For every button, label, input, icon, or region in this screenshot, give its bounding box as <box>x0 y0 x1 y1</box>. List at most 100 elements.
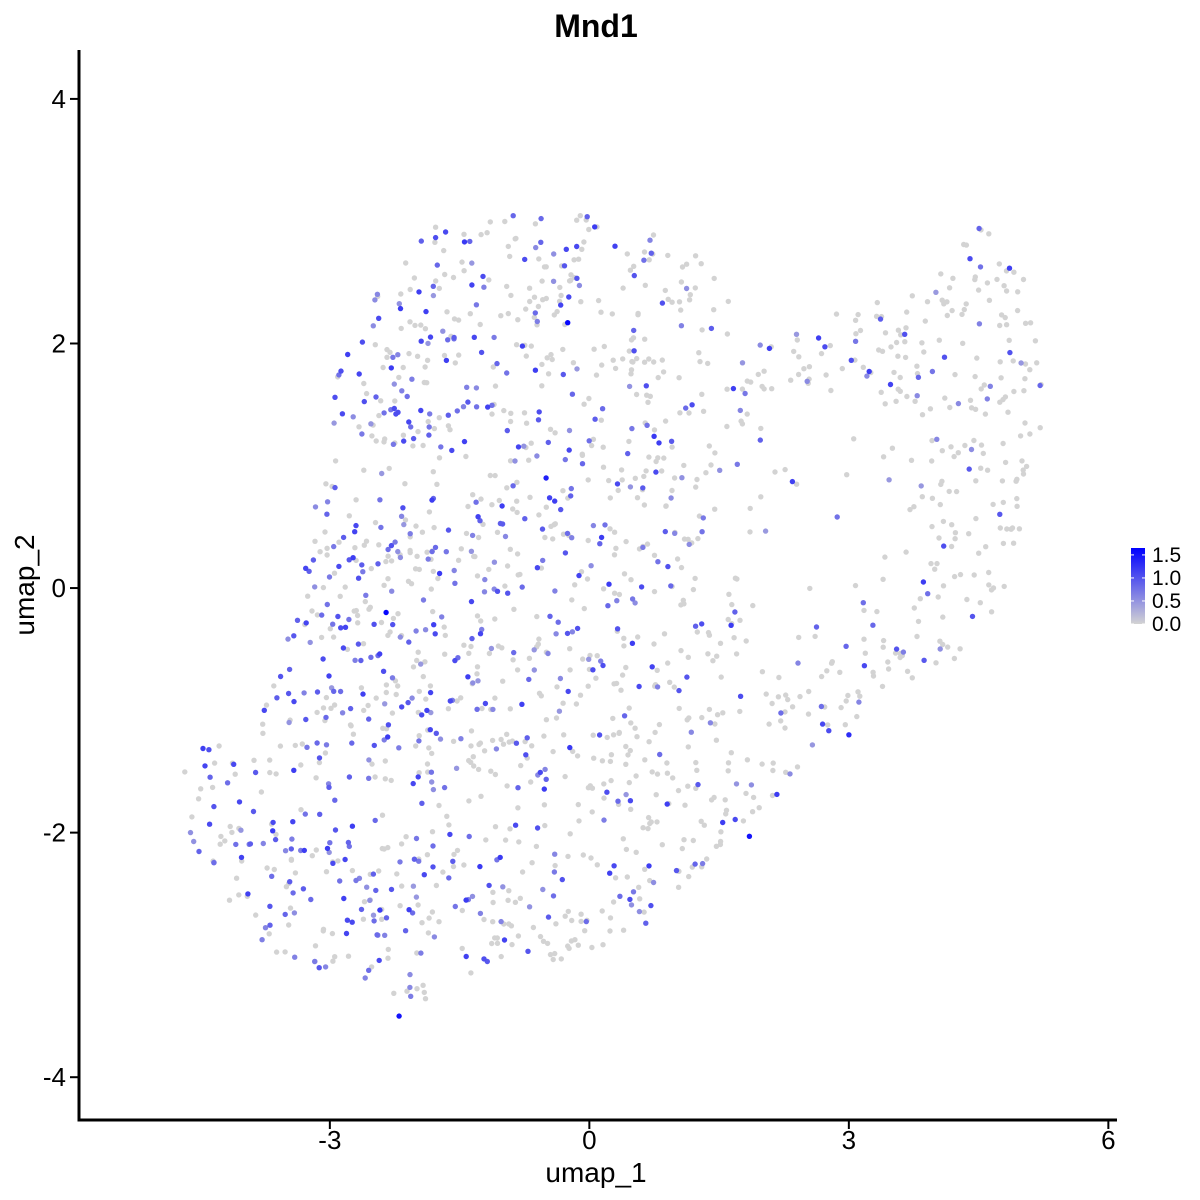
cell-point <box>465 503 471 510</box>
cell-point <box>494 935 500 941</box>
cell-point <box>479 705 485 712</box>
cell-point <box>873 313 880 319</box>
cell-point <box>342 624 349 630</box>
cell-point <box>645 814 652 821</box>
cell-point <box>385 734 391 740</box>
cell-point <box>368 565 374 572</box>
cell-point <box>489 402 495 408</box>
cell-point <box>372 519 379 526</box>
cell-point <box>580 852 586 858</box>
cell-point <box>627 484 634 490</box>
cell-point <box>643 383 649 389</box>
cell-point <box>962 442 968 449</box>
cell-point <box>570 748 576 755</box>
cell-point <box>414 353 421 359</box>
cell-point <box>463 530 470 537</box>
cell-point <box>588 442 595 449</box>
cell-point <box>597 541 603 547</box>
y-tick-label: 4 <box>52 84 66 114</box>
cell-point <box>409 910 416 916</box>
cell-point <box>342 856 348 863</box>
cell-point <box>833 311 840 317</box>
cell-point <box>245 891 251 897</box>
cell-point <box>410 435 417 442</box>
cell-point <box>578 918 584 925</box>
cell-point <box>605 603 611 609</box>
cell-point <box>310 557 317 563</box>
cell-point <box>368 654 374 660</box>
cell-point <box>332 797 338 803</box>
cell-point <box>323 742 330 748</box>
cell-point <box>409 695 415 701</box>
cell-point <box>794 337 800 343</box>
cell-point <box>444 309 450 315</box>
cell-point <box>625 450 631 457</box>
cell-point <box>579 246 585 252</box>
cell-point <box>699 860 706 867</box>
cell-point <box>350 555 356 561</box>
cell-point <box>562 550 569 556</box>
cell-point <box>474 573 481 579</box>
cell-point <box>317 549 323 555</box>
cell-point <box>694 767 700 773</box>
cell-point <box>560 371 566 378</box>
cell-point <box>980 450 986 457</box>
cell-point <box>732 575 739 581</box>
cell-point <box>769 386 775 392</box>
cell-point <box>634 355 640 362</box>
cell-point <box>291 910 298 916</box>
cell-point <box>509 738 516 744</box>
cell-point <box>793 331 800 337</box>
cell-point <box>680 597 686 603</box>
cell-point <box>651 588 658 595</box>
cell-point <box>600 586 607 592</box>
cell-point <box>937 646 943 652</box>
cell-point <box>508 410 514 416</box>
cell-point <box>909 675 915 681</box>
cell-point <box>976 321 983 327</box>
cell-point <box>600 942 606 948</box>
cell-point <box>724 331 731 337</box>
cell-point <box>386 465 392 472</box>
cell-point <box>359 339 366 345</box>
cell-point <box>532 310 538 316</box>
cell-point <box>536 690 543 696</box>
cell-point <box>706 706 713 713</box>
cell-point <box>620 285 626 291</box>
cell-point <box>331 570 338 576</box>
cell-point <box>683 285 690 292</box>
cell-point <box>696 350 702 356</box>
cell-point <box>534 453 540 459</box>
cell-point <box>971 572 977 578</box>
cell-point <box>614 481 621 487</box>
cell-point <box>914 393 920 399</box>
cell-point <box>607 870 613 876</box>
cell-point <box>968 446 975 453</box>
cell-point <box>722 797 728 803</box>
cell-point <box>316 759 323 766</box>
cell-point <box>363 592 369 598</box>
cell-point <box>759 761 765 767</box>
cell-point <box>1014 307 1021 314</box>
cell-point <box>662 287 668 294</box>
cell-point <box>592 224 598 230</box>
cell-point <box>425 418 431 425</box>
cell-point <box>538 239 544 245</box>
cell-point <box>984 467 991 473</box>
cell-point <box>332 484 338 491</box>
chart-title: Mnd1 <box>554 8 638 44</box>
cell-point <box>1022 361 1029 367</box>
cell-point <box>562 773 568 780</box>
cell-point <box>695 781 701 788</box>
cell-point <box>651 433 657 439</box>
cell-point <box>312 958 318 965</box>
cell-point <box>855 311 861 318</box>
cell-point <box>528 343 534 349</box>
cell-point <box>949 307 955 314</box>
cell-point <box>332 394 338 400</box>
cell-point <box>431 934 438 940</box>
cell-point <box>655 559 661 565</box>
cell-point <box>565 320 571 326</box>
cell-point <box>964 596 970 603</box>
cell-point <box>492 472 498 479</box>
